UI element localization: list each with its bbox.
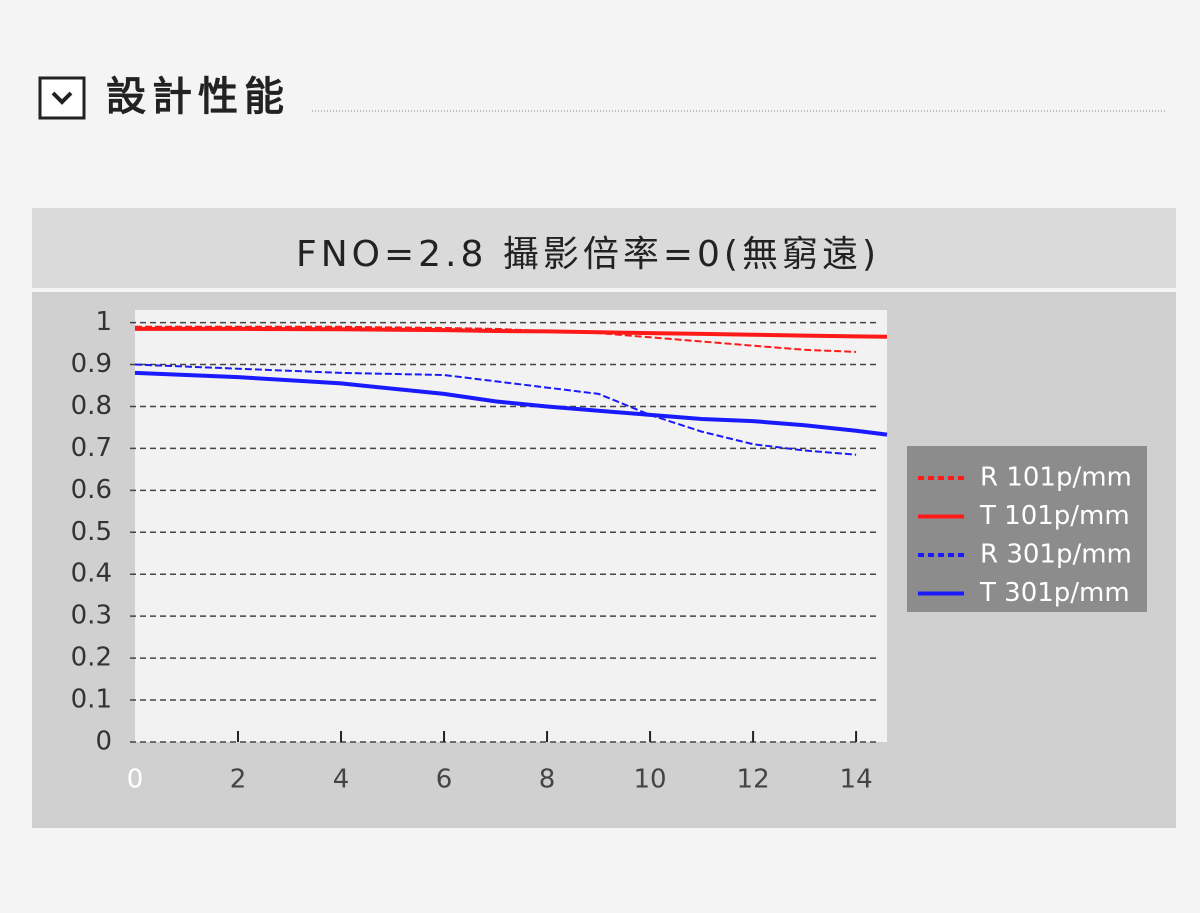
y-tick-label: 0.7 <box>71 433 112 463</box>
chart-title: FNO=2.8 攝影倍率=0(無窮遠) <box>296 234 880 275</box>
y-tick-label: 0.8 <box>71 391 112 421</box>
x-tick-label: 0 <box>127 765 144 795</box>
plot-area <box>135 310 887 742</box>
x-tick-label: 12 <box>737 765 770 795</box>
y-tick-label: 1 <box>95 307 112 337</box>
y-tick-label: 0.3 <box>71 601 112 631</box>
y-tick-label: 0.1 <box>71 685 112 715</box>
x-tick-label: 4 <box>333 765 350 795</box>
toggle-box[interactable] <box>38 76 86 120</box>
x-tick-label: 6 <box>436 765 453 795</box>
x-tick-label: 10 <box>634 765 667 795</box>
section-title: 設計性能 <box>106 74 290 120</box>
legend <box>907 446 1147 612</box>
legend-label: R 301p/mm <box>980 540 1132 570</box>
legend-label: R 101p/mm <box>980 463 1132 493</box>
y-tick-label: 0.5 <box>71 517 112 547</box>
chart-title-band <box>32 208 1176 288</box>
y-tick-label: 0.4 <box>71 559 112 589</box>
y-tick-label: 0 <box>95 727 112 757</box>
series-line <box>134 363 857 456</box>
chevron-icon <box>51 91 73 105</box>
x-tick-label: 2 <box>230 765 247 795</box>
y-tick-label: 0.9 <box>71 349 112 379</box>
x-tick-label: 14 <box>840 765 873 795</box>
x-tick-label: 8 <box>539 765 556 795</box>
y-tick-label: 0.6 <box>71 475 112 505</box>
legend-label: T 301p/mm <box>979 578 1130 608</box>
series-line <box>134 370 888 437</box>
series-line <box>135 326 888 339</box>
y-tick-label: 0.2 <box>71 643 112 673</box>
legend-label: T 101p/mm <box>979 501 1130 531</box>
